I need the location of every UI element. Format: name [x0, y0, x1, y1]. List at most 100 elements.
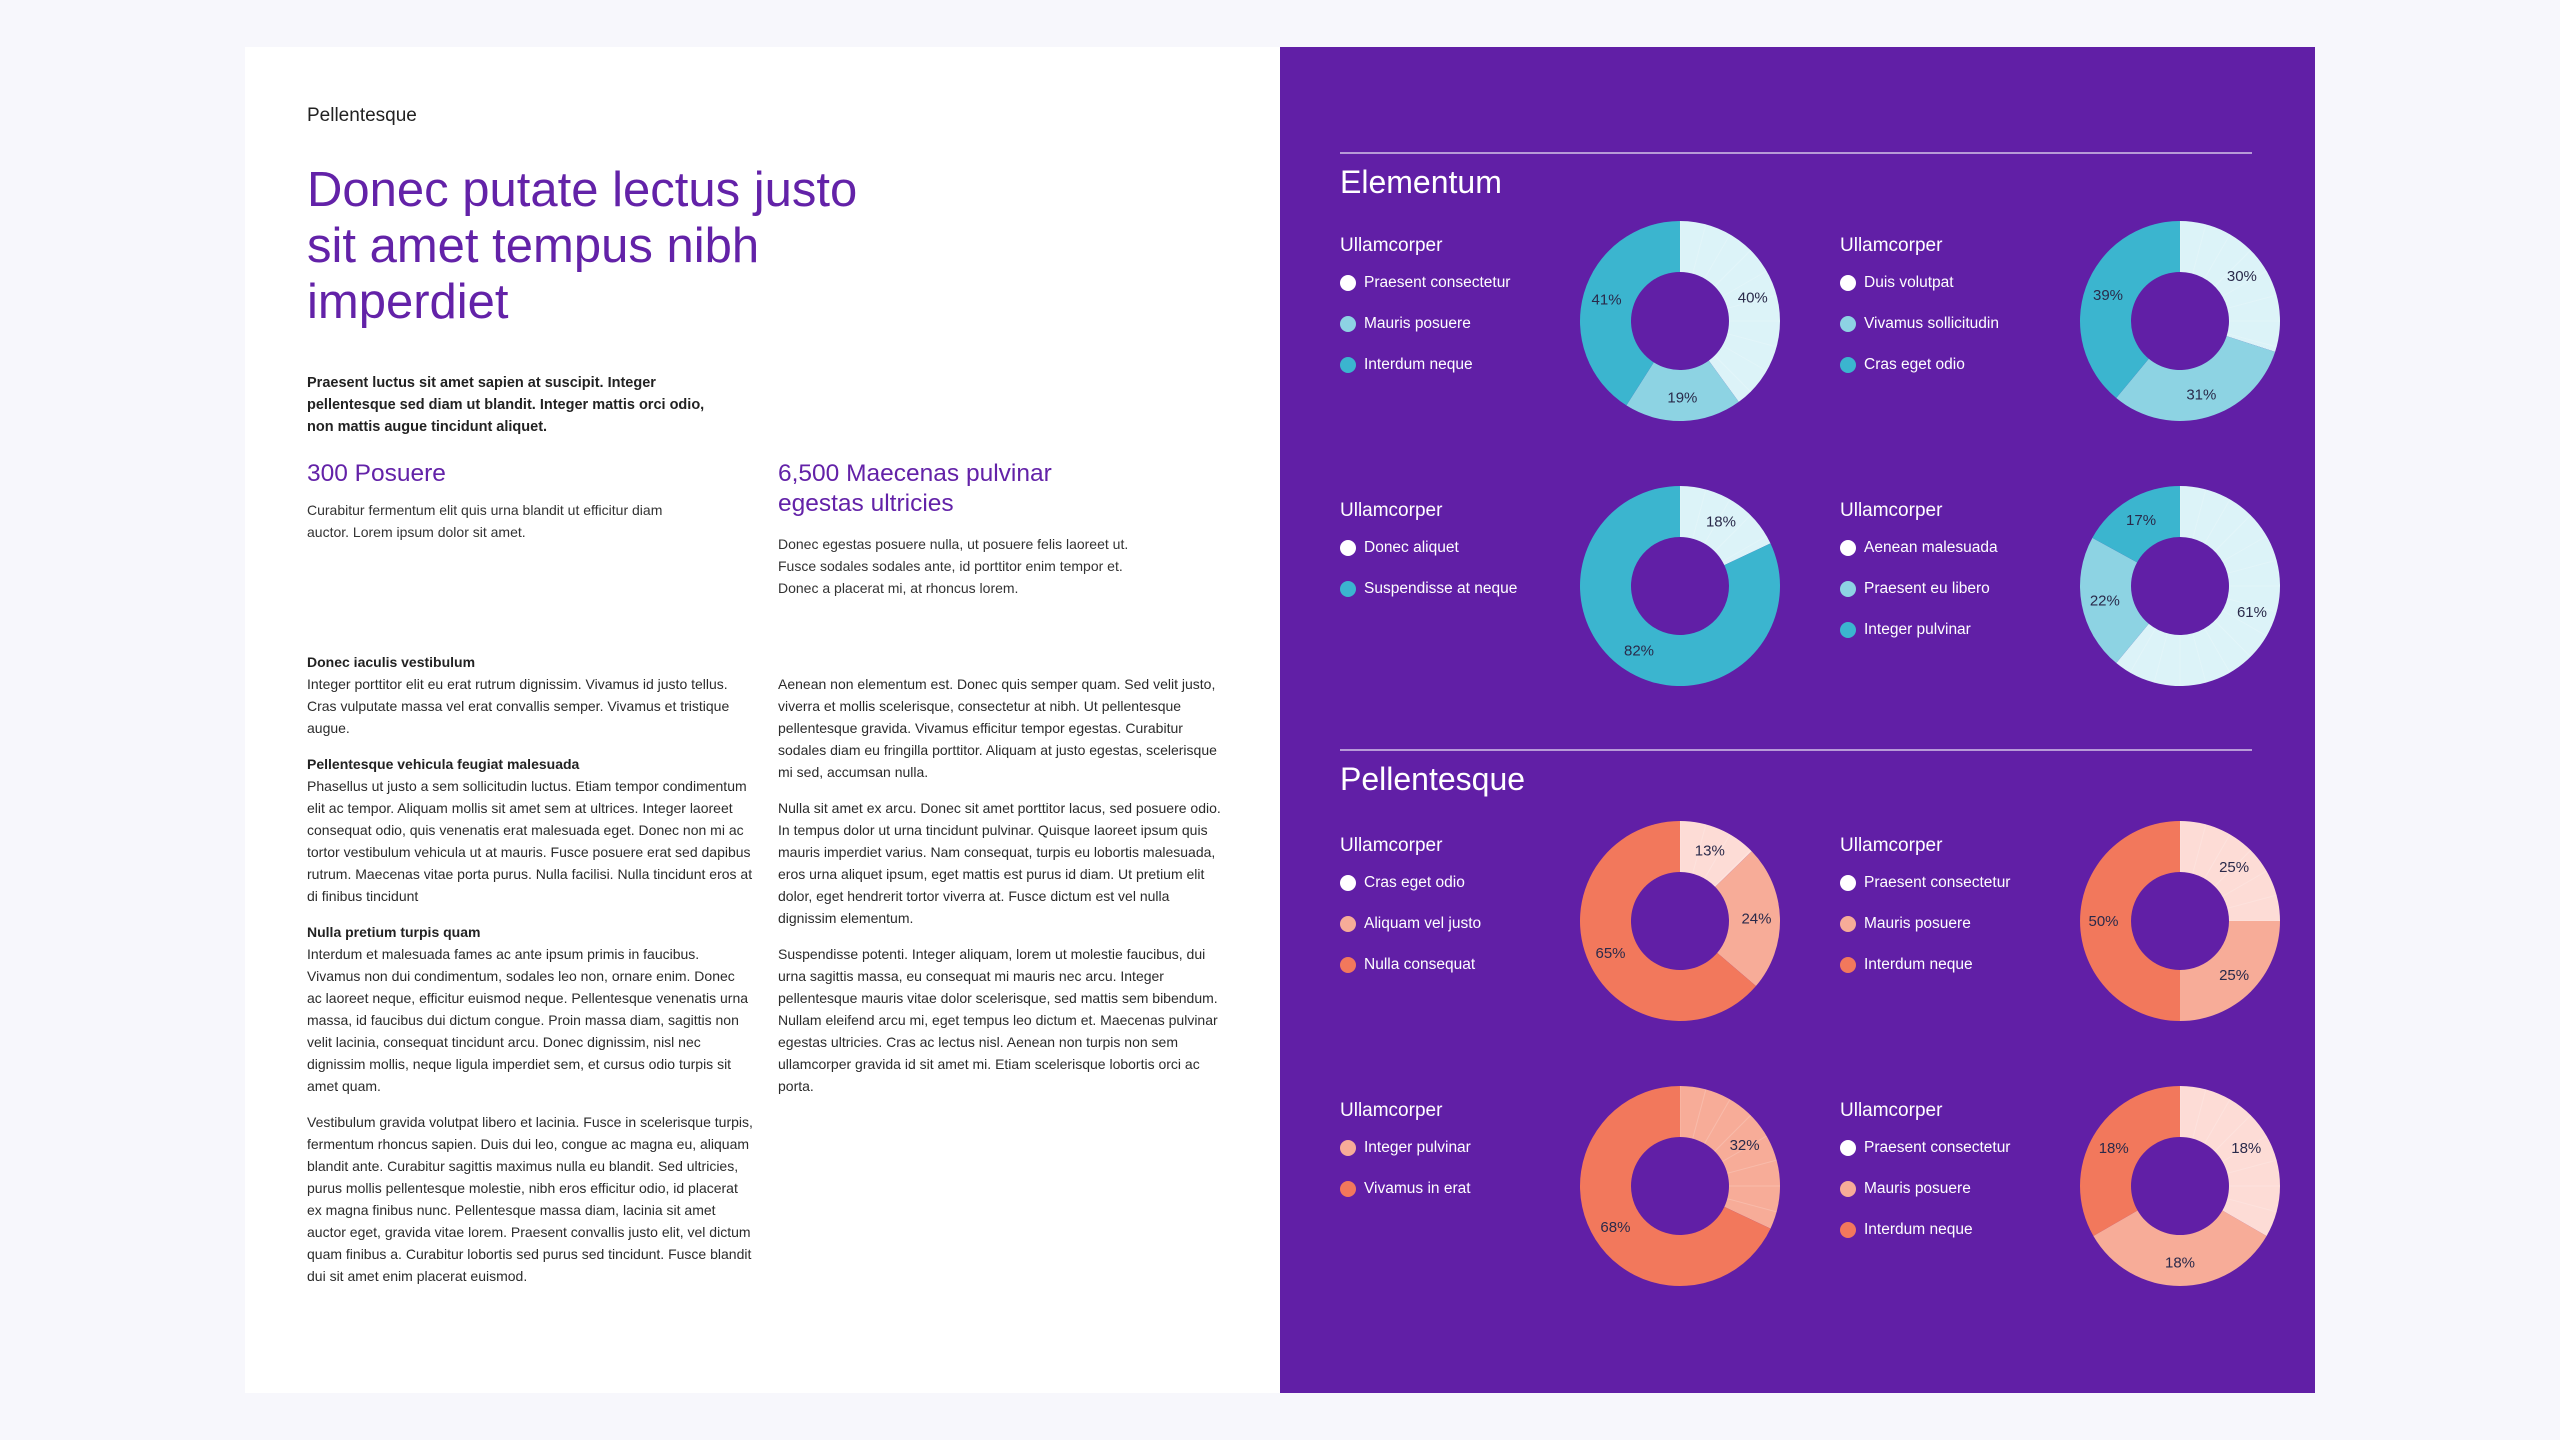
legend-swatch [1340, 357, 1356, 373]
legend-swatch [1840, 1181, 1856, 1197]
legend-swatch [1340, 540, 1356, 556]
ring-tick [2214, 514, 2252, 552]
slice-value-label: 18% [2099, 1140, 2129, 1157]
donut-slice [1680, 221, 1780, 402]
legend-label: Nulla consequat [1364, 956, 1476, 973]
legend-swatch [1840, 540, 1856, 556]
legend-swatch [1340, 875, 1356, 891]
paragraph: Aenean non elementum est. Donec quis sem… [778, 676, 1217, 780]
slice-value-label: 50% [2088, 913, 2118, 930]
donut-slice [1680, 1086, 1780, 1229]
chart-title: Ullamcorper [1340, 835, 1443, 856]
ring-tick [2192, 224, 2207, 274]
legend-label: Interdum neque [1364, 356, 1473, 373]
chart-legend: Aenean malesuada Praesent eu libero Intege… [1840, 538, 1998, 661]
section-divider [1340, 152, 2252, 154]
ring-tick [2222, 870, 2267, 897]
legend-swatch [1840, 875, 1856, 891]
legend-swatch [1340, 957, 1356, 973]
legend-item: Praesent consectetur [1840, 1138, 2010, 1179]
donut-slice [1580, 1086, 1771, 1286]
stat-1-title: 300 Posuere [307, 460, 446, 487]
legend-swatch [1340, 1140, 1356, 1156]
donut-slice [1626, 360, 1739, 421]
donut-slice [2092, 486, 2180, 563]
legend-item: Aliquam vel justo [1340, 914, 1481, 955]
slice-value-label: 30% [2227, 268, 2257, 285]
chart-title: Ullamcorper [1340, 1100, 1443, 1121]
legend-label: Suspendisse at neque [1364, 580, 1518, 597]
donut-slice [2080, 1086, 2180, 1236]
ring-tick [1722, 345, 1767, 372]
slice-value-label: 31% [2186, 386, 2216, 403]
ring-tick [1714, 1114, 1752, 1152]
legend-label: Interdum neque [1864, 1221, 1973, 1238]
slice-value-label: 18% [2231, 1140, 2261, 1157]
donut-chart: 18% 82% [1580, 486, 1780, 686]
slice-value-label: 25% [2219, 859, 2249, 876]
stat-2-text: Donec egestas posuere nulla, ut posuere … [778, 536, 1129, 596]
legend-item: Mauris posuere [1340, 314, 1510, 355]
ring-tick [1722, 535, 1767, 562]
chart-title: Ullamcorper [1840, 500, 1943, 521]
slice-value-label: 18% [1706, 513, 1736, 530]
lede-paragraph: Praesent luctus sit amet sapien at susci… [307, 375, 705, 435]
section-divider [1340, 749, 2252, 751]
legend-item: Praesent consectetur [1840, 873, 2010, 914]
ring-tick [2227, 1159, 2277, 1174]
ring-tick [2227, 598, 2277, 613]
ring-tick [1704, 1099, 1731, 1144]
ring-tick [1727, 1159, 1777, 1174]
donut-slice [1715, 851, 1780, 987]
ring-tick [1704, 234, 1731, 279]
paragraph: Vestibulum gravida volutpat libero et la… [307, 1114, 753, 1284]
legend-label: Duis volutpat [1864, 274, 1954, 291]
donut-slice [2080, 537, 2149, 664]
section-title-pellentesque: Pellentesque [1340, 761, 1526, 797]
donut-slice [2080, 821, 2180, 1021]
ring-tick [2214, 620, 2252, 658]
paragraph: Interdum et malesuada fames ac ante ipsu… [307, 946, 749, 1094]
legend-item: Cras eget odio [1840, 355, 1999, 396]
legend-label: Mauris posuere [1864, 915, 1971, 932]
donut-slice [2116, 486, 2280, 686]
body-column-2: Aenean non elementum est. Donec quis sem… [778, 673, 1228, 1111]
donut-chart: 25% 25% 50% [2080, 821, 2280, 1021]
ring-tick [2214, 249, 2252, 287]
ring-tick [2204, 1099, 2231, 1144]
legend-label: Vivamus in erat [1364, 1180, 1471, 1197]
ring-tick [1722, 270, 1767, 297]
ring-tick [2192, 633, 2207, 683]
legend-swatch [1340, 1181, 1356, 1197]
legend-item: Nulla consequat [1340, 955, 1481, 996]
legend-label: Mauris posuere [1864, 1180, 1971, 1197]
ring-tick [2204, 628, 2231, 673]
donut-chart: 30% 31% 39% [2080, 221, 2280, 421]
donut-slice [1580, 221, 1680, 406]
donut-slice [1680, 821, 1752, 887]
slice-value-label: 40% [1738, 289, 1768, 306]
ring-tick [2227, 1198, 2277, 1213]
ring-tick [2227, 333, 2277, 348]
ring-tick [1727, 1198, 1777, 1213]
legend-label: Vivamus sollicitudin [1864, 315, 1999, 332]
legend-label: Cras eget odio [1864, 356, 1965, 373]
ring-tick [2222, 270, 2267, 297]
legend-item: Integer pulvinar [1840, 620, 1998, 661]
chart-title: Ullamcorper [1840, 1100, 1943, 1121]
donut-chart: 13% 24% 65% [1580, 821, 1780, 1021]
legend-label: Integer pulvinar [1364, 1139, 1471, 1156]
legend-item: Aenean malesuada [1840, 538, 1998, 579]
ring-tick [1692, 1089, 1707, 1139]
ring-tick [2192, 489, 2207, 539]
chart-legend: Praesent consectetur Mauris posuere Interd… [1340, 273, 1510, 396]
slice-value-label: 24% [1741, 911, 1771, 928]
slice-value-label: 82% [1624, 643, 1654, 660]
paragraph: Phasellus ut justo a sem sollicitudin lu… [307, 778, 753, 904]
ring-tick [2214, 849, 2252, 887]
chart-title: Ullamcorper [1340, 500, 1443, 521]
chart-title: Ullamcorper [1840, 235, 1943, 256]
slice-value-label: 18% [2165, 1255, 2195, 1272]
ring-tick [2204, 234, 2231, 279]
legend-swatch [1340, 316, 1356, 332]
